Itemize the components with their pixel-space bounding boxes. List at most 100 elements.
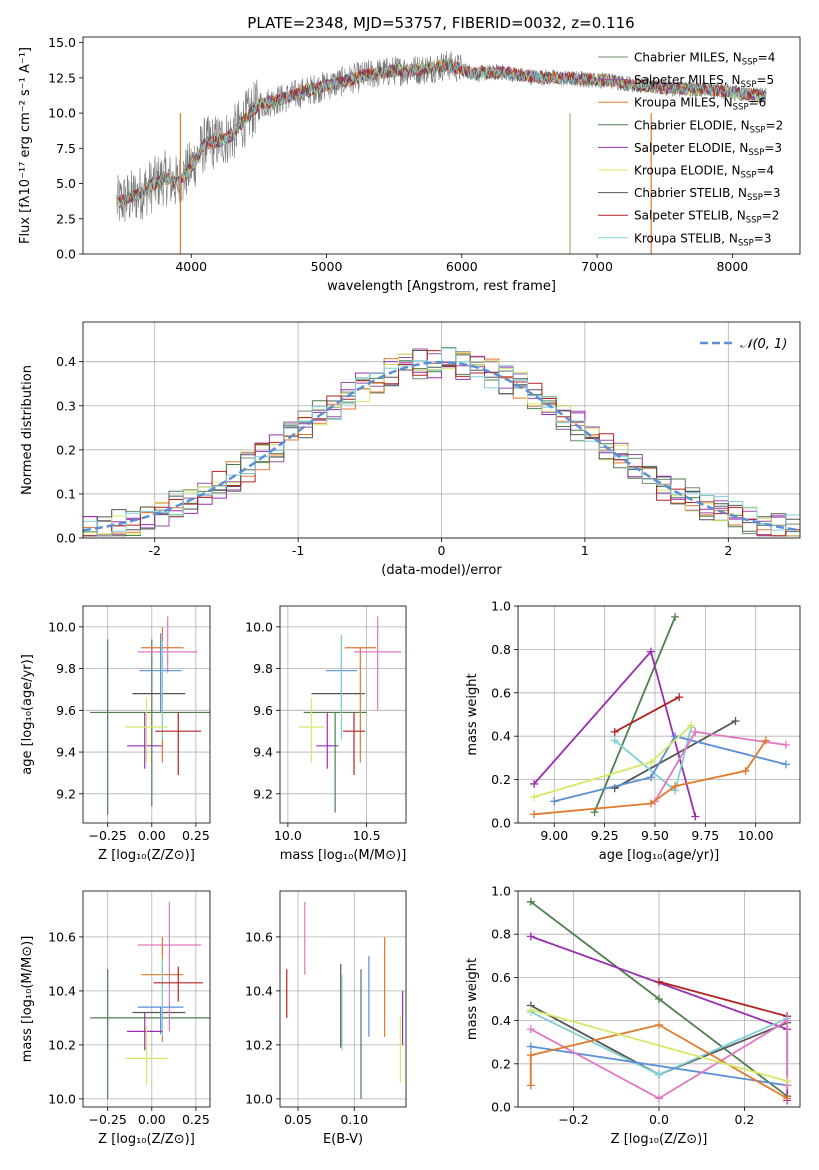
spectrum-ylabel: Flux [fλ10⁻¹⁷ erg cm⁻² s⁻¹ A⁻¹] <box>18 47 33 244</box>
mass_vs_ebv-ytick-label: 10.2 <box>245 1037 273 1052</box>
legend-entry: Kroupa STELIB, NSSP=3 <box>634 231 772 248</box>
weight_vs_Z-xtick-label: −0.2 <box>558 1112 588 1127</box>
spectrum-axes: 4000 5000 6000 7000 8000 0.0 2.5 5.0 7.5 10.0 12.5… <box>18 35 801 294</box>
weight_vs_Z-ytick-label: 1.0 <box>491 884 511 899</box>
weight_vs_age-frame <box>517 605 801 824</box>
weight_vs_age-ytick-label: 0.0 <box>491 816 511 831</box>
age_vs_Z-ytick-label: 9.4 <box>56 745 76 760</box>
weight_vs_Z-ytick-label: 0.6 <box>491 970 511 985</box>
weight-series-line <box>593 616 676 813</box>
legend-entry: Salpeter ELODIE, NSSP=3 <box>634 141 782 158</box>
weight_vs_age-xtick-label: 9.50 <box>641 828 669 843</box>
age_vs_mass-ytick-label: 9.8 <box>253 661 273 676</box>
weight-series <box>530 721 696 801</box>
age_vs_Z-ytick-label: 9.8 <box>56 661 76 676</box>
residuals-ylabel: Normed distribution <box>20 365 35 495</box>
age_vs_mass-xtick-label: 10.0 <box>274 828 302 843</box>
errorbar-point <box>137 1006 184 1035</box>
age_vs_Z-xtick-label: 0.00 <box>138 828 166 843</box>
errorbar-point <box>90 639 210 807</box>
weight-series <box>610 693 684 736</box>
mass_vs_Z-ytick-label: 10.4 <box>48 983 76 998</box>
residuals-plot-area <box>83 347 800 537</box>
residuals-frame <box>82 321 801 539</box>
errorbar-point <box>137 616 198 673</box>
residuals-ytick-label: 0.3 <box>56 398 76 413</box>
spectrum-ytick-label: 15.0 <box>48 35 76 50</box>
errorbar-point <box>344 647 377 763</box>
legend-entry: Kroupa ELODIE, NSSP=4 <box>634 164 774 181</box>
residuals-axes: -2 -1 0 1 2 0.0 0.1 0.2 0.3 0.4 (data-model)/error… <box>20 321 801 578</box>
weight_vs_Z-ytick-label: 0.4 <box>491 1013 511 1028</box>
residuals-ytick-label: 0.2 <box>56 442 76 457</box>
residuals-xtick-label: 1 <box>581 543 589 558</box>
weight-series <box>526 1020 792 1103</box>
residuals-ytick-label: 0.4 <box>56 354 76 369</box>
weight-point-marker <box>530 779 539 788</box>
mass_vs_Z-plot-area <box>90 901 210 1099</box>
weight_vs_Z-frame <box>517 890 801 1108</box>
errorbar-point <box>343 712 366 776</box>
weight-series-line <box>614 720 736 790</box>
errorbar-point <box>153 966 203 1002</box>
weight-series-line <box>530 1019 789 1100</box>
mass_vs_Z-xtick-label: 0.00 <box>138 1112 166 1127</box>
errorbar-point <box>155 712 202 776</box>
weight_vs_age-ytick-label: 1.0 <box>491 599 511 614</box>
mass_vs_Z-ytick-label: 10.2 <box>48 1037 76 1052</box>
weight-point-marker <box>783 1016 792 1025</box>
weight-point-marker <box>526 1081 535 1090</box>
weight-point-marker <box>530 792 539 801</box>
spectrum-xtick-label: 8000 <box>716 259 748 274</box>
weight-series <box>530 647 700 821</box>
weight-series <box>590 612 680 817</box>
residuals-xtick-label: 0 <box>438 543 446 558</box>
weight-point-marker <box>783 1077 792 1086</box>
residuals-xlabel: (data-model)/error <box>381 563 502 578</box>
spectrum-frame <box>82 36 801 255</box>
age_vs_mass-ytick-label: 9.6 <box>253 703 273 718</box>
errorbar-point <box>127 712 163 769</box>
age_vs_Z-frame <box>82 605 211 824</box>
model-spectrum-line <box>117 59 766 204</box>
mass_vs_ebv-xtick-label: 0.10 <box>340 1112 368 1127</box>
errorbar-point <box>303 711 367 813</box>
weight_vs_Z-ytick-label: 0.8 <box>491 927 511 942</box>
figure-title: PLATE=2348, MJD=53757, FIBERID=0032, z=0… <box>247 14 634 32</box>
weight-point-marker <box>671 732 680 741</box>
mass_vs_Z-ylabel: mass [log₁₀(M/M⊙)] <box>20 936 35 1063</box>
spectrum-ytick-label: 2.5 <box>56 211 76 226</box>
spectrum-xtick-label: 4000 <box>175 259 207 274</box>
weight-series <box>655 977 792 1021</box>
mass_vs_Z-axes: −0.25 0.00 0.25 10.0 10.2 10.4 10.6 Z [log₁₀(Z/… <box>20 890 211 1147</box>
weight_vs_age-ytick-label: 0.8 <box>491 642 511 657</box>
residuals-xtick-label: -2 <box>148 543 160 558</box>
weight-series <box>610 717 740 793</box>
legend-entry: Salpeter MILES, NSSP=5 <box>634 73 774 90</box>
weight_vs_Z-xtick-label: 0.2 <box>735 1112 755 1127</box>
residuals-xtick-label: 2 <box>724 543 732 558</box>
weight_vs_age-xtick-label: 10.00 <box>738 828 774 843</box>
residuals-xtick-label: -1 <box>292 543 304 558</box>
mass_vs_Z-xtick-label: −0.25 <box>89 1112 127 1127</box>
spectrum-xtick-label: 5000 <box>311 259 343 274</box>
weight_vs_age-xtick-label: 9.75 <box>691 828 719 843</box>
spectrum-ytick-label: 12.5 <box>48 70 76 85</box>
weight-point-marker <box>526 932 535 941</box>
weight-point-marker <box>655 995 663 1003</box>
weight-series-line <box>530 1008 788 1082</box>
weight_vs_Z-ytick-label: 0.0 <box>491 1100 511 1115</box>
weight-series <box>650 727 790 806</box>
weight-point-marker <box>655 1020 663 1029</box>
weight-point-marker <box>671 782 680 791</box>
weight-series-line <box>554 735 787 803</box>
spectrum-ytick-label: 5.0 <box>56 176 76 191</box>
spectrum-plot-area <box>116 51 767 254</box>
weight_vs_Z-ytick-label: 0.2 <box>491 1056 511 1071</box>
weight-point-marker <box>646 647 655 656</box>
mass_vs_Z-frame <box>82 890 211 1108</box>
errorbar-point <box>125 697 168 763</box>
weight-point-marker <box>646 758 655 767</box>
legend-entry: Chabrier MILES, NSSP=4 <box>634 51 775 68</box>
mass_vs_ebv-xtick-label: 0.05 <box>284 1112 312 1127</box>
